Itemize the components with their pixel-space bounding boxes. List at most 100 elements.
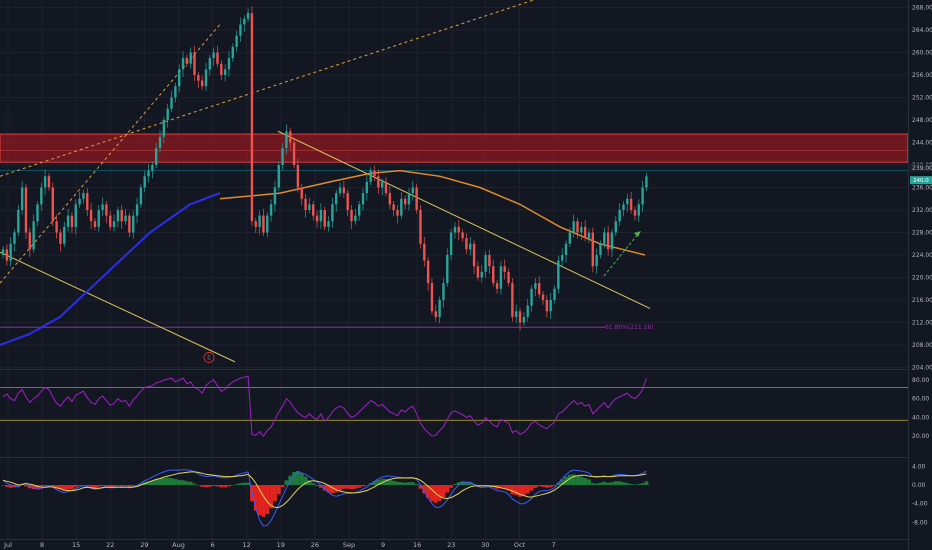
macd-histogram-bar	[131, 485, 136, 486]
macd-pane[interactable]	[1, 469, 649, 527]
candle-body	[472, 243, 476, 267]
candle-body	[323, 210, 326, 227]
macd-histogram-bar	[70, 485, 74, 490]
macd-histogram-bar	[629, 484, 634, 485]
candle-body	[522, 316, 526, 323]
price-tick-label: 236.00	[912, 185, 932, 192]
price-tick-label: 260.00	[912, 50, 932, 57]
candle-body	[377, 176, 380, 188]
time-tick-label: 22	[106, 541, 114, 549]
macd-histogram-bar	[372, 481, 377, 485]
candle-body	[40, 187, 43, 205]
candle-body	[250, 13, 254, 222]
price-tick-label: 232.00	[912, 207, 932, 214]
oscillator-tick-label: 60.00	[912, 396, 929, 403]
price-tag-label: 239.00	[912, 165, 932, 172]
macd-histogram-bar	[579, 476, 584, 485]
signal-line	[2, 471, 647, 508]
candle-body	[289, 131, 292, 143]
macd-histogram-bar	[345, 485, 350, 489]
macd-histogram-bar	[93, 485, 97, 488]
macd-histogram-bar	[437, 485, 442, 501]
candle-body	[170, 97, 173, 109]
macd-histogram-bar	[560, 479, 565, 485]
time-axis[interactable]: Jul 8 15 22 29 Aug 6 12 19 26 Sep 9 16 23 30 Oct 7	[3, 541, 556, 549]
oscillator-tick-label: 40.00	[912, 414, 929, 421]
candle-body	[511, 283, 514, 317]
candle-body	[86, 193, 89, 210]
candle-body	[181, 58, 185, 70]
candle-body	[109, 215, 112, 227]
price-tick-label: 216.00	[912, 297, 932, 304]
candle-body	[603, 232, 606, 244]
candle-body	[396, 210, 399, 216]
macd-histogram-bar	[227, 485, 231, 487]
macd-histogram-bar	[571, 474, 576, 485]
macd-histogram-bar	[499, 485, 503, 489]
candle-body	[357, 204, 361, 216]
candle-body	[74, 204, 77, 227]
macd-histogram-bar	[192, 483, 197, 485]
price-axis[interactable]: 268.00 264.00 260.00 256.00 252.00 248.00 244.…	[912, 5, 932, 372]
macd-histogram-bar	[54, 485, 59, 489]
time-tick-label: Jul	[3, 541, 12, 549]
candle-body	[200, 80, 204, 87]
candle-body	[70, 215, 74, 227]
macd-histogram-bar	[261, 485, 266, 517]
macd-histogram-bar	[161, 477, 166, 485]
macd-histogram-bar	[303, 476, 308, 485]
candle-body	[557, 260, 560, 289]
candle-body	[296, 165, 300, 188]
candle-body	[20, 187, 24, 210]
oscillator-tick-label: 20.00	[912, 433, 929, 440]
event-marker-label: E	[207, 355, 211, 362]
macd-axis[interactable]: 4.00 0.00 -4.00 -8.00	[912, 463, 928, 526]
macd-histogram-bar	[376, 479, 381, 485]
price-pane[interactable]: 61.80%(211.16) E	[0, 0, 909, 363]
macd-histogram-bar	[399, 482, 404, 485]
candle-body	[576, 221, 579, 233]
candle-body	[392, 204, 395, 210]
macd-histogram-bar	[613, 481, 618, 485]
oscillator-pane[interactable]	[0, 375, 908, 438]
candle-body	[220, 63, 223, 75]
candle-body	[158, 136, 162, 149]
candle-body	[193, 52, 196, 75]
current-price-tag-bg	[910, 176, 932, 185]
macd-histogram-bar	[108, 485, 113, 488]
price-tick-label: 228.00	[912, 230, 932, 237]
candle-body	[231, 46, 234, 59]
price-tick-label: 264.00	[912, 27, 932, 34]
price-tick-label: 248.00	[912, 117, 932, 124]
candle-body	[350, 210, 353, 222]
candle-body	[442, 283, 445, 300]
macd-histogram-bar	[184, 481, 189, 485]
candle-body	[51, 187, 54, 222]
candle-body	[105, 204, 108, 216]
candle-body	[587, 232, 591, 239]
candle-body	[553, 288, 556, 300]
candle-body	[304, 198, 307, 210]
grid-lines	[0, 0, 908, 539]
macd-histogram-bar	[391, 480, 396, 485]
candle-body	[610, 232, 614, 250]
current-price-tag-label: 240.0	[913, 178, 929, 184]
time-tick-label: Aug	[172, 541, 185, 549]
time-tick-label: 12	[243, 541, 251, 549]
macd-histogram-bar	[418, 485, 423, 489]
macd-histogram-bar	[640, 483, 645, 485]
price-tick-label: 256.00	[912, 72, 932, 79]
macd-histogram-bar	[234, 484, 239, 485]
candle-body	[212, 52, 215, 59]
macd-histogram-bar	[326, 485, 331, 493]
macd-histogram-bar	[567, 474, 572, 485]
macd-histogram-bar	[456, 482, 461, 485]
candle-body	[223, 69, 227, 75]
candle-body	[116, 210, 120, 222]
time-tick-label: 29	[140, 541, 148, 549]
oscillator-axis[interactable]: 80.00 60.00 40.00 20.00	[912, 377, 929, 440]
macd-histogram-bar	[100, 485, 105, 486]
candle-body	[216, 52, 219, 64]
macd-histogram-bar	[322, 485, 327, 491]
